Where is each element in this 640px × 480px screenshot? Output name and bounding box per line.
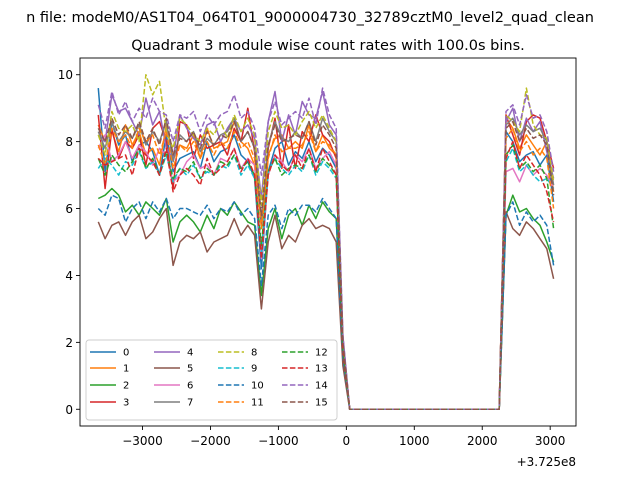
y-tick-label: 10 [58,68,73,82]
legend-label-4: 4 [187,348,193,359]
legend-label-7: 7 [187,398,193,409]
x-tick-label: 2000 [467,434,498,448]
x-tick-label: 0 [343,434,351,448]
x-axis: −3000 −2000 −1000 0 1000 2000 3000 [122,426,565,448]
x-tick-label: 1000 [399,434,430,448]
legend-label-3: 3 [123,398,129,409]
series-line-15 [97,117,555,411]
legend-label-14: 14 [315,381,328,392]
y-tick-label: 4 [65,269,73,283]
x-tick-label: −2000 [190,434,231,448]
y-axis: 0 2 4 6 8 10 [58,68,80,417]
legend-label-13: 13 [315,364,328,375]
legend-label-12: 12 [315,348,328,359]
legend-label-0: 0 [123,348,129,359]
legend-box [85,339,338,421]
legend-label-2: 2 [123,381,129,392]
figure-suptitle: n file: modeM0/AS1T04_064T01_9000004730_… [26,10,594,26]
x-offset-text: +3.725e8 [517,455,576,469]
series-line-14 [97,87,555,411]
plot-lines [97,73,555,411]
legend-label-1: 1 [123,364,129,375]
y-tick-label: 0 [65,403,73,417]
x-tick-label: 3000 [535,434,566,448]
legend-label-8: 8 [251,348,257,359]
legend-label-15: 15 [315,398,328,409]
chart-title: Quadrant 3 module wise count rates with … [131,38,525,54]
legend-label-11: 11 [251,398,264,409]
series-line-8 [97,73,555,411]
legend-label-10: 10 [251,381,264,392]
legend-label-6: 6 [187,381,193,392]
y-tick-label: 2 [65,336,73,350]
x-tick-label: −3000 [122,434,163,448]
y-tick-label: 6 [65,202,73,216]
legend-label-5: 5 [187,364,193,375]
y-tick-label: 8 [65,135,73,149]
plot-frame [79,57,577,427]
series-line-12 [97,144,555,411]
x-tick-label: −1000 [258,434,299,448]
legend-label-9: 9 [251,364,257,375]
series-line-9 [97,147,555,411]
